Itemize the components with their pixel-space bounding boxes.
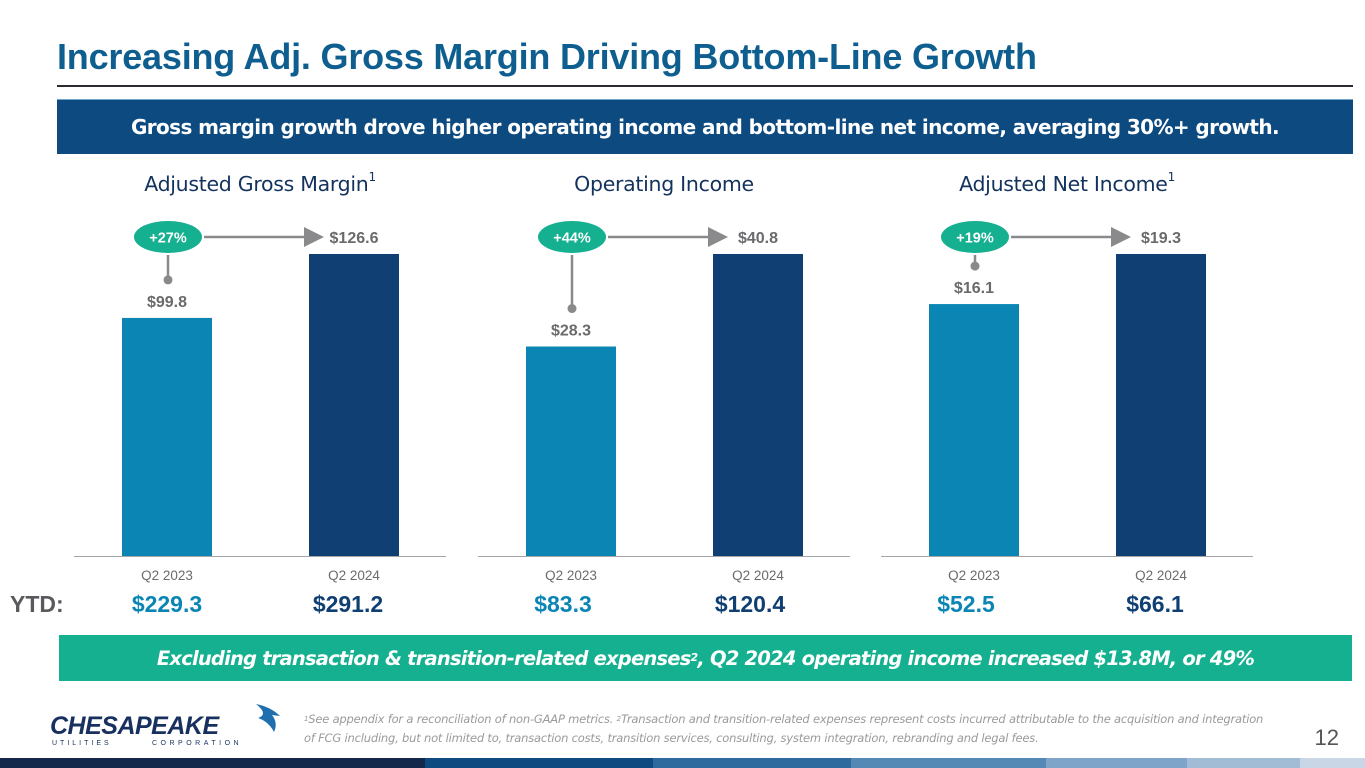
chart-title-operating-income: Operating Income xyxy=(478,172,850,196)
ytd-label: YTD: xyxy=(10,591,64,617)
chart-title-text: Operating Income xyxy=(574,172,754,196)
ytd-value-net-income-2024: $66.1 xyxy=(1126,591,1184,617)
ytd-value-gross-margin-2023: $229.3 xyxy=(131,591,203,617)
bar-q2-2024 xyxy=(309,254,399,556)
chart-title-text: Adjusted Gross Margin xyxy=(144,172,369,196)
data-label: $99.8 xyxy=(147,294,187,311)
x-tick-label: Q2 2023 xyxy=(141,568,193,583)
bar-q2-2023 xyxy=(526,346,616,556)
bar-q2-2024 xyxy=(1116,254,1206,556)
chart-title-adjusted-net-income: Adjusted Net Income1 xyxy=(881,170,1253,196)
slide-title: Increasing Adj. Gross Margin Driving Bot… xyxy=(57,36,1037,77)
footer-stripe-1 xyxy=(0,758,425,768)
bar-q2-2023 xyxy=(122,317,212,556)
footer-stripe-5 xyxy=(1046,758,1187,768)
growth-badge xyxy=(941,221,1009,253)
bottom-banner-text-cont: , Q2 2024 operating income increased $13… xyxy=(697,646,1255,670)
ytd-value-gross-margin-2024: $291.2 xyxy=(312,591,384,617)
bar-q2-2024 xyxy=(713,254,803,556)
logo-wordmark: CHESAPEAKE xyxy=(50,712,220,740)
footnote-marker: 1 xyxy=(1167,170,1176,184)
footnote-marker-2: 2 xyxy=(616,715,621,723)
footnote-marker: 1 xyxy=(368,170,376,184)
top-banner: Gross margin growth drove higher operati… xyxy=(57,99,1353,154)
data-label: $16.1 xyxy=(954,280,994,297)
footnote-text-2: Transaction and transition-related expen… xyxy=(304,712,1264,745)
data-label: $40.8 xyxy=(738,230,778,247)
footnote: 1See appendix for a reconciliation of no… xyxy=(304,710,1264,748)
footnote-marker: 2 xyxy=(690,650,699,664)
connector-dot xyxy=(163,275,173,285)
connector-dot xyxy=(567,304,577,314)
bird-wing-icon xyxy=(256,704,280,732)
chart-title-text: Adjusted Net Income xyxy=(959,172,1168,196)
footer-stripe-4 xyxy=(851,758,1046,768)
title-divider xyxy=(57,85,1353,87)
x-tick-label: Q2 2024 xyxy=(732,568,784,583)
page-number: 12 xyxy=(1314,725,1339,750)
x-tick-label: Q2 2024 xyxy=(328,568,380,583)
x-tick-label: Q2 2023 xyxy=(545,568,597,583)
logo-sub-right: CORPORATION xyxy=(152,740,242,747)
ytd-value-net-income-2023: $52.5 xyxy=(937,591,995,617)
footnote-text-1: See appendix for a reconciliation of non… xyxy=(308,712,617,726)
chesapeake-utilities-logo: CHESAPEAKE UTILITIES CORPORATION xyxy=(50,704,280,747)
footnote-marker-1: 1 xyxy=(304,715,309,723)
x-tick-label: Q2 2024 xyxy=(1135,568,1187,583)
growth-badge-label: +27% xyxy=(149,231,187,247)
growth-badge-label: +19% xyxy=(956,231,994,247)
bottom-banner: Excluding transaction & transition-relat… xyxy=(59,635,1352,681)
data-label: $28.3 xyxy=(551,323,591,340)
data-label: $19.3 xyxy=(1141,230,1181,247)
x-tick-label: Q2 2023 xyxy=(948,568,1000,583)
footer-stripe-2 xyxy=(425,758,653,768)
bottom-banner-text: Excluding transaction & transition-relat… xyxy=(156,646,691,670)
growth-badge xyxy=(538,221,606,253)
ytd-value-operating-income-2023: $83.3 xyxy=(534,591,592,617)
growth-badge xyxy=(134,221,202,253)
logo-sub-left: UTILITIES xyxy=(52,740,112,747)
connector-dot xyxy=(970,261,980,271)
footer-stripe-7 xyxy=(1300,758,1365,768)
ytd-value-operating-income-2024: $120.4 xyxy=(714,591,786,617)
bar-q2-2023 xyxy=(929,304,1019,556)
growth-badge-label: +44% xyxy=(553,231,591,247)
footer-stripe-6 xyxy=(1187,758,1300,768)
chart-title-adjusted-gross-margin: Adjusted Gross Margin1 xyxy=(74,170,446,196)
footer-stripe-3 xyxy=(653,758,851,768)
data-label: $126.6 xyxy=(330,230,379,247)
